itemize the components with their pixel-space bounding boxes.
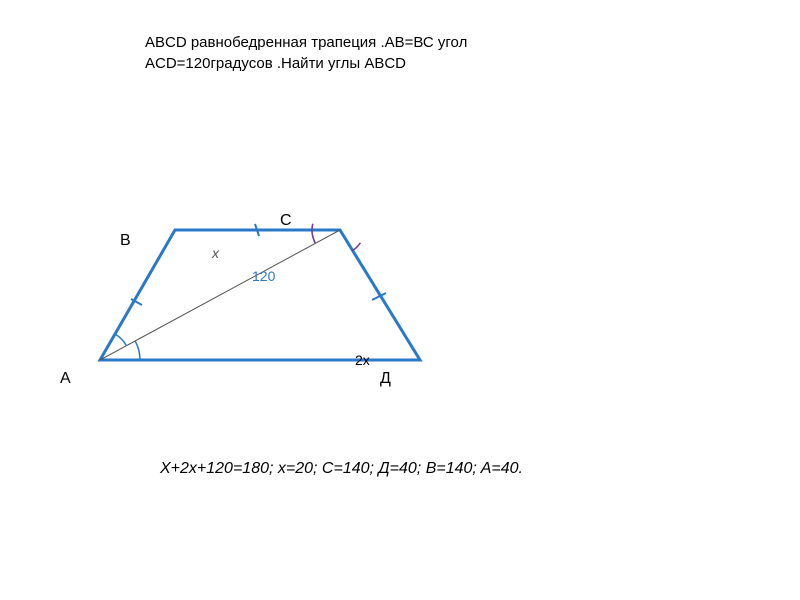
angle-arc [312,224,315,243]
vertex-b: В [120,232,131,250]
diagram-svg [60,200,460,400]
problem-statement: ABCD равнобедренная трапеция .АВ=ВС угол… [145,32,467,74]
tick-marks [131,224,386,305]
trapezoid-shape [100,230,420,360]
solution-line: X+2x+120=180; x=20; C=140; Д=40; B=140; … [160,460,523,478]
vertex-d: Д [380,370,391,388]
angle-arc [115,334,126,346]
vertex-c: С [280,212,292,230]
angle-arcs [115,224,360,360]
angle-arc [135,341,140,360]
problem-line-2: ACD=120градусов .Найти углы ABCD [145,53,467,74]
angle-2x-label: 2x [355,352,370,368]
problem-line-1: ABCD равнобедренная трапеция .АВ=ВС угол [145,32,467,53]
angle-120-label: 120 [252,268,275,284]
trapezoid-diagram [60,200,460,400]
angle-x-label: x [212,245,219,261]
angle-arc [352,243,360,251]
vertex-a: А [60,370,71,388]
